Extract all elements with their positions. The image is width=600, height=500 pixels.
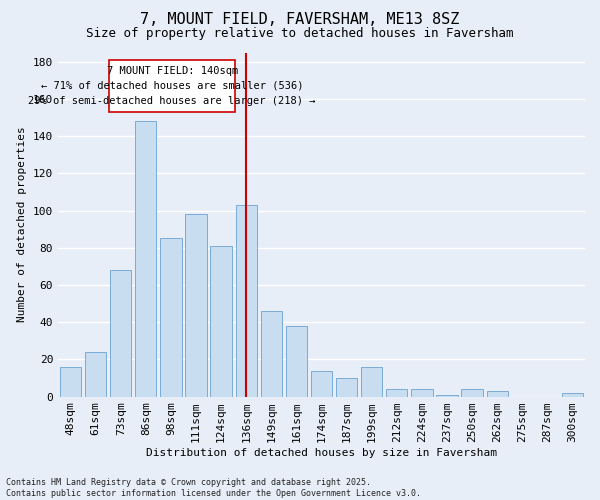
Bar bbox=[436, 394, 458, 396]
Bar bbox=[110, 270, 131, 396]
Bar bbox=[461, 389, 483, 396]
Text: 7, MOUNT FIELD, FAVERSHAM, ME13 8SZ: 7, MOUNT FIELD, FAVERSHAM, ME13 8SZ bbox=[140, 12, 460, 28]
Bar bbox=[236, 205, 257, 396]
Bar bbox=[311, 370, 332, 396]
Bar bbox=[60, 367, 81, 396]
Bar bbox=[260, 311, 282, 396]
Y-axis label: Number of detached properties: Number of detached properties bbox=[17, 126, 28, 322]
Bar bbox=[336, 378, 357, 396]
Text: 7 MOUNT FIELD: 140sqm
← 71% of detached houses are smaller (536)
29% of semi-det: 7 MOUNT FIELD: 140sqm ← 71% of detached … bbox=[28, 66, 316, 106]
Bar bbox=[85, 352, 106, 397]
Bar bbox=[185, 214, 206, 396]
Text: Size of property relative to detached houses in Faversham: Size of property relative to detached ho… bbox=[86, 28, 514, 40]
Bar bbox=[211, 246, 232, 396]
Bar bbox=[562, 393, 583, 396]
X-axis label: Distribution of detached houses by size in Faversham: Distribution of detached houses by size … bbox=[146, 448, 497, 458]
Bar bbox=[160, 238, 182, 396]
Bar bbox=[135, 122, 157, 396]
Bar bbox=[361, 367, 382, 396]
Text: Contains HM Land Registry data © Crown copyright and database right 2025.
Contai: Contains HM Land Registry data © Crown c… bbox=[6, 478, 421, 498]
Bar bbox=[386, 389, 407, 396]
Bar bbox=[286, 326, 307, 396]
Bar bbox=[487, 391, 508, 396]
Bar bbox=[109, 60, 235, 112]
Bar bbox=[411, 389, 433, 396]
